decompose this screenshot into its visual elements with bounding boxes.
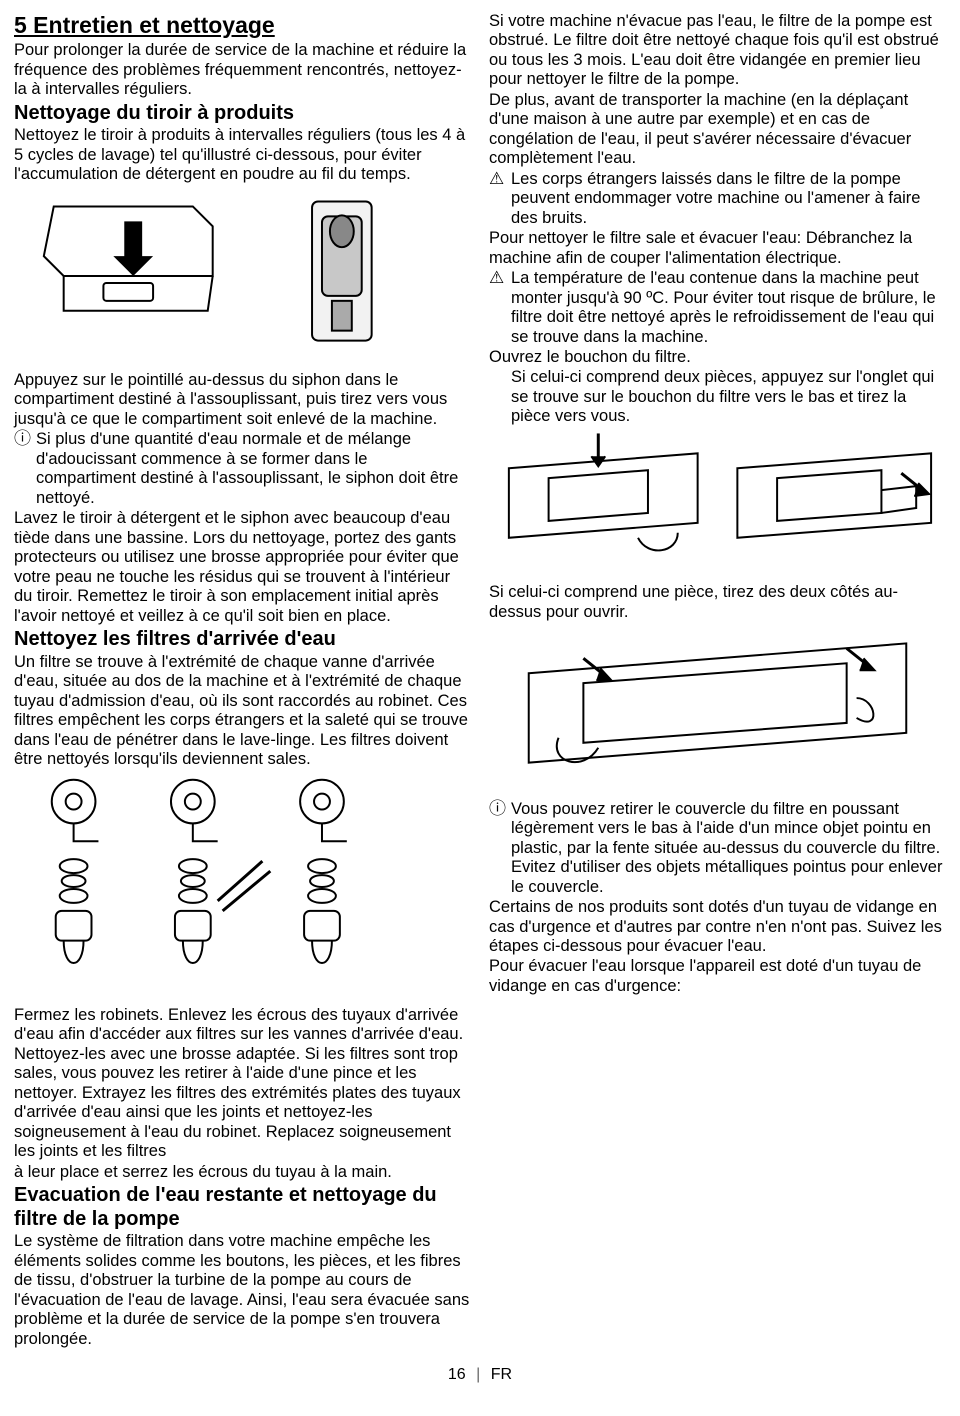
warning-note-temp: ⚠ La température de l'eau contenue dans … [489,269,946,347]
paragraph-moreover: De plus, avant de transporter la machine… [489,91,946,169]
page-language: FR [491,1366,512,1383]
heading-drain-filter: Evacuation de l'eau restante et nettoyag… [14,1184,471,1231]
paragraph-drain-emergency: Pour évacuer l'eau lorsque l'appareil es… [489,957,946,996]
warning-icon: ⚠ [489,269,511,288]
info-icon: ⓘ [489,800,511,819]
diagram-inlet-filters [14,771,471,1001]
diagram-two-piece [489,428,946,578]
paragraph-wash-drawer: Lavez le tiroir à détergent et le siphon… [14,509,471,626]
paragraph-one-piece: Si celui-ci comprend une pièce, tirez de… [489,583,946,622]
paragraph-drawer: Nettoyez le tiroir à produits à interval… [14,126,471,184]
warning-body: Les corps étrangers laissés dans le filt… [511,170,946,228]
page-footer: 16 | FR [14,1366,946,1385]
heading-inlet-filters: Nettoyez les filtres d'arrivée d'eau [14,628,471,652]
warning-note-foreign: ⚠ Les corps étrangers laissés dans le fi… [489,170,946,228]
paragraph-open-cap: Ouvrez le bouchon du filtre. [489,348,946,367]
warning-body: La température de l'eau contenue dans la… [511,269,946,347]
paragraph-close-taps: Fermez les robinets. Enlevez les écrous … [14,1006,471,1162]
paragraph-inlet-filters: Un filtre se trouve à l'extrémité de cha… [14,653,471,770]
paragraph-if-block: Si votre machine n'évacue pas l'eau, le … [489,12,946,90]
page-number: 16 [448,1366,466,1383]
paragraph-system: Le système de filtration dans votre mach… [14,1232,471,1349]
info-note-softener: ⓘ Si plus d'une quantité d'eau normale e… [14,430,471,508]
paragraph-continue: à leur place et serrez les écrous du tuy… [14,1163,471,1182]
info-body: Si plus d'une quantité d'eau normale et … [36,430,471,508]
info-icon: ⓘ [14,430,36,449]
info-note-cover: ⓘ Vous pouvez retirer le couvercle du fi… [489,800,946,897]
paragraph-after-diagram1: Appuyez sur le pointillé au-dessus du si… [14,371,471,429]
page-columns: 5 Entretien et nettoyage Pour prolonger … [14,12,946,1362]
intro-text: Pour prolonger la durée de service de la… [14,41,471,99]
info-body: Vous pouvez retirer le couvercle du filt… [511,800,946,897]
footer-separator: | [476,1366,480,1383]
paragraph-two-piece: Si celui-ci comprend deux pièces, appuye… [489,368,946,426]
warning-icon: ⚠ [489,170,511,189]
diagram-one-piece [489,623,946,793]
paragraph-some-products: Certains de nos produits sont dotés d'un… [489,898,946,956]
paragraph-clean-filter: Pour nettoyer le filtre sale et évacuer … [489,229,946,268]
section-title: 5 Entretien et nettoyage [14,12,471,39]
diagram-drawer [14,186,471,366]
heading-drawer: Nettoyage du tiroir à produits [14,102,471,126]
